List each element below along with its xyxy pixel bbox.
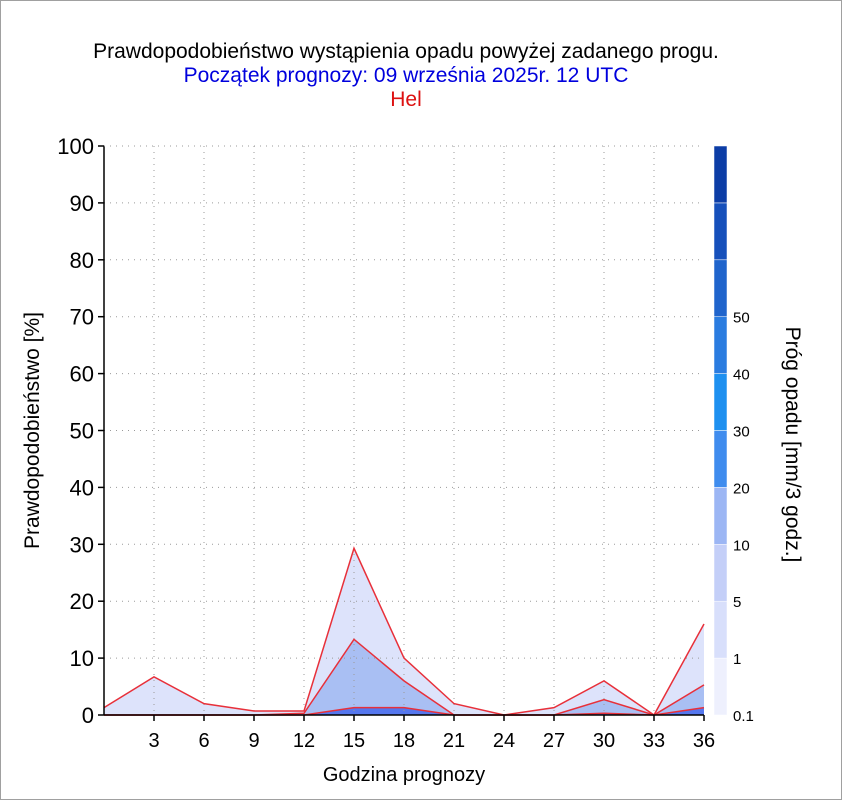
x-axis-label: Godzina prognozy <box>323 764 485 786</box>
series-line-0 <box>103 546 705 717</box>
y-tick-label: 90 <box>70 191 94 216</box>
colorbar-label: 5 <box>733 594 741 611</box>
colorbar-segment <box>713 202 728 261</box>
x-tick-label: 33 <box>643 730 665 752</box>
colorbar-segment <box>713 487 728 545</box>
colorbar-segment <box>713 316 728 374</box>
title-block: Prawdopodobieństwo wystąpienia opadu pow… <box>0 40 812 112</box>
x-tick-label: 6 <box>198 730 209 752</box>
y-tick-label: 0 <box>82 703 94 728</box>
colorbar-label: 0.1 <box>733 708 754 725</box>
colorbar-label: 20 <box>733 480 750 497</box>
colorbar-segment <box>713 657 728 716</box>
x-tick-label: 18 <box>393 730 415 752</box>
x-tick-label: 24 <box>493 730 515 752</box>
x-tick-label: 21 <box>443 730 465 752</box>
colorbar-segment <box>713 259 728 317</box>
y-tick-label: 70 <box>70 305 94 330</box>
colorbar-label: 50 <box>733 310 750 327</box>
y-tick-label: 80 <box>70 248 94 273</box>
chart-title: Prawdopodobieństwo wystąpienia opadu pow… <box>93 40 719 63</box>
colorbar-segment <box>713 145 728 204</box>
y-tick-label: 60 <box>70 362 94 387</box>
y-tick-label: 100 <box>57 134 94 159</box>
y-tick-label: 50 <box>70 419 94 444</box>
series-area-2 <box>104 707 704 715</box>
x-tick-label: 36 <box>693 730 715 752</box>
y-tick-label: 10 <box>70 646 94 671</box>
colorbar-label: 30 <box>733 424 750 441</box>
colorbar-segment <box>713 430 728 488</box>
y-tick-label: 30 <box>70 532 94 557</box>
y-tick-label: 40 <box>70 475 94 500</box>
colorbar-label: 1 <box>733 651 741 668</box>
x-tick-label: 30 <box>593 730 615 752</box>
colorbar-segment <box>713 600 728 659</box>
x-tick-label: 9 <box>248 730 259 752</box>
x-tick-label: 15 <box>343 730 365 752</box>
y-tick-label: 20 <box>70 589 94 614</box>
colorbar-title: Próg opadu [mm/3 godz.] <box>781 327 804 563</box>
x-tick-label: 3 <box>148 730 159 752</box>
colorbar-label: 10 <box>733 537 750 554</box>
location-label: Hel <box>390 88 422 111</box>
series-area-1 <box>104 639 704 715</box>
x-tick-label: 12 <box>293 730 315 752</box>
y-axis-label: Prawdopodobieństwo [%] <box>21 312 44 549</box>
chart-subtitle: Początek prognozy: 09 września 2025r. 12… <box>183 64 629 87</box>
colorbar-label: 40 <box>733 367 750 384</box>
x-tick-label: 27 <box>543 730 565 752</box>
colorbar-segment <box>713 373 728 431</box>
colorbar-segment <box>713 544 728 602</box>
